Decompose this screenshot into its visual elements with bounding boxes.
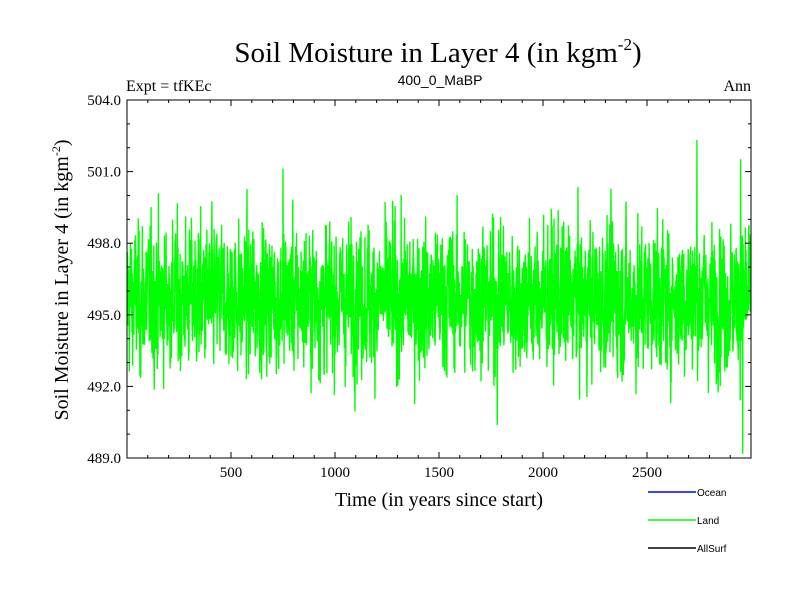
x-tick-label: 1000 <box>320 465 350 481</box>
chart-title-close: ) <box>632 37 642 69</box>
x-axis-label: Time (in years since start) <box>335 489 543 511</box>
y-axis-label: Soil Moisture in Layer 4 (in kgm-2) <box>49 139 73 420</box>
y-tick-label: 498.0 <box>87 236 121 252</box>
y-tick-label: 495.0 <box>87 308 121 324</box>
y-axis-label-superscript: -2 <box>49 146 63 156</box>
chart-title: Soil Moisture in Layer 4 (in kgm-2) <box>234 35 641 69</box>
legend: Ocean Land AllSurf <box>648 488 727 555</box>
y-tick-label: 504.0 <box>87 93 121 109</box>
series-land-group <box>127 139 751 454</box>
period-label: 400_0_MaBP <box>398 72 483 88</box>
x-tick-label: 500 <box>220 465 243 481</box>
x-tick-label: 1500 <box>424 465 454 481</box>
experiment-label: Expt = tfKEc <box>126 78 211 95</box>
season-label: Ann <box>723 78 751 95</box>
y-tick-label: 492.0 <box>87 379 121 395</box>
x-axis: 500 1000 1500 2000 2500 <box>147 100 731 481</box>
y-axis-label-close: ) <box>51 139 73 146</box>
chart-title-superscript: -2 <box>618 35 632 54</box>
y-tick-label: 501.0 <box>87 165 121 181</box>
legend-label: Land <box>697 516 719 527</box>
y-tick-label: 489.0 <box>87 451 121 467</box>
legend-label: Ocean <box>697 488 726 499</box>
legend-label: AllSurf <box>697 544 727 555</box>
y-axis: 489.0 492.0 495.0 498.0 501.0 504.0 <box>87 93 751 467</box>
x-tick-label: 2000 <box>528 465 558 481</box>
x-tick-label: 2500 <box>632 465 662 481</box>
series-line-land <box>127 139 751 454</box>
